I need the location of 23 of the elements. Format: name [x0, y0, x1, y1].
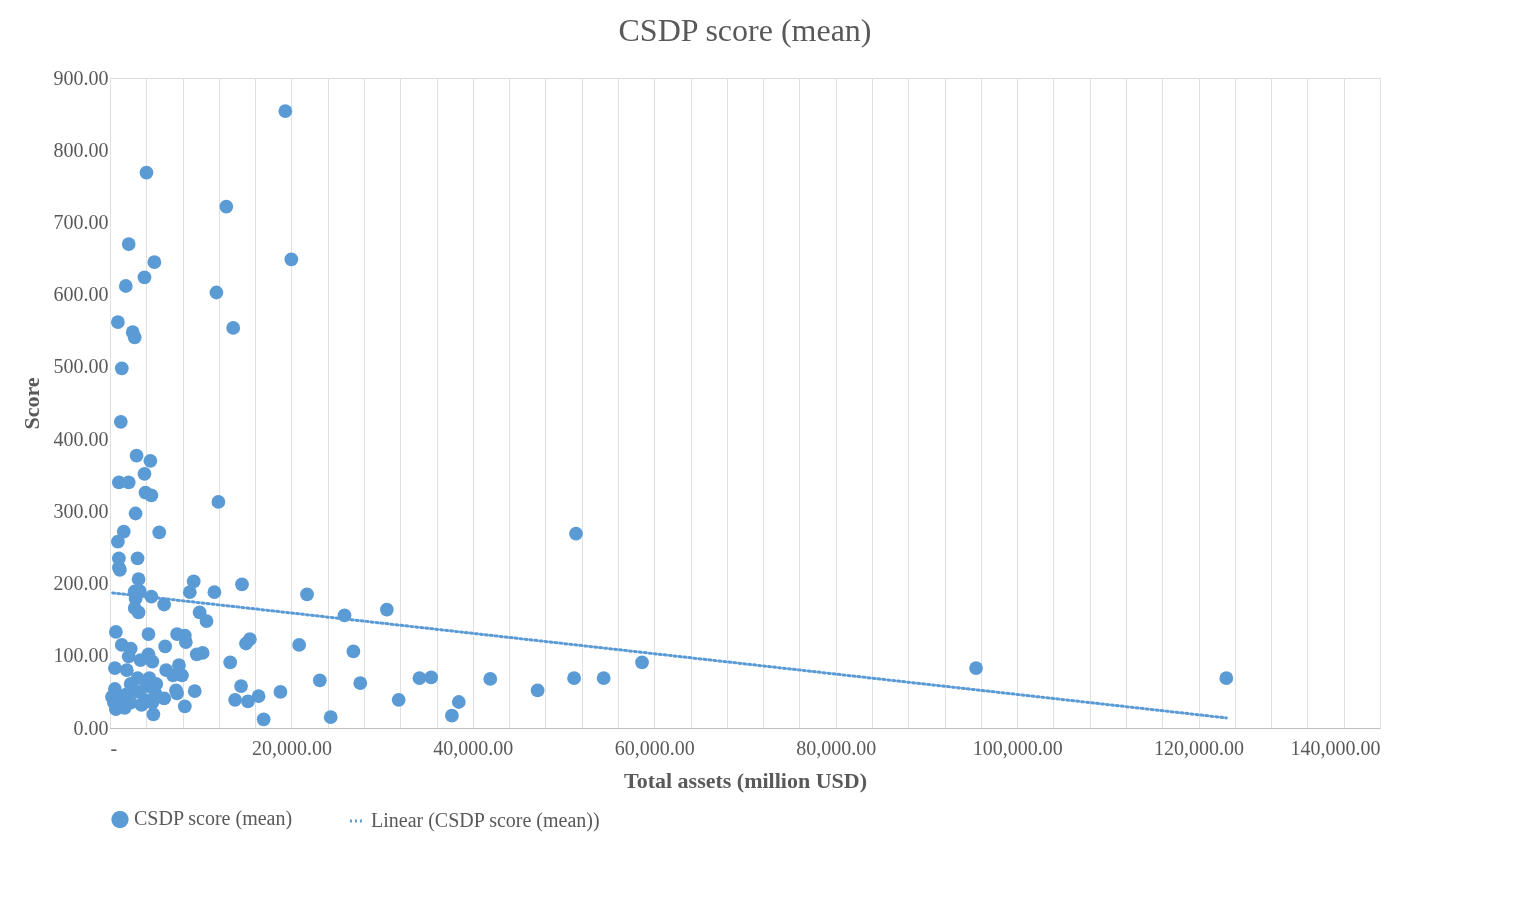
- legend-label: Linear (CSDP score (mean)): [371, 809, 600, 832]
- y-axis-title: Score: [18, 377, 44, 430]
- y-tick-label: 100.00: [53, 644, 109, 667]
- legend-label: CSDP score (mean): [134, 807, 293, 831]
- x-tick-label: 140,000.00: [1290, 736, 1381, 759]
- y-tick-label: 0.00: [73, 716, 109, 739]
- y-tick-label: 400.00: [53, 427, 109, 450]
- y-tick-label: 700.00: [53, 210, 109, 233]
- y-tick-label: 900.00: [53, 66, 109, 89]
- x-tick-label: 20,000.00: [251, 736, 332, 759]
- y-tick-label: 600.00: [53, 283, 109, 306]
- y-tick-label: 300.00: [53, 499, 109, 522]
- x-tick-label: 100,000.00: [972, 736, 1063, 759]
- x-tick-label: 120,000.00: [1154, 736, 1245, 759]
- y-tick-label: 200.00: [53, 572, 109, 595]
- x-tick-label: 60,000.00: [614, 736, 695, 759]
- x-tick-label: -: [110, 736, 118, 759]
- x-tick-label: 80,000.00: [796, 736, 877, 759]
- y-tick-label: 800.00: [53, 138, 109, 161]
- x-axis-title: Total assets (million USD): [623, 767, 868, 793]
- chart-title: CSDP score (mean): [618, 12, 872, 48]
- y-tick-label: 500.00: [53, 355, 109, 378]
- x-tick-label: 40,000.00: [433, 736, 514, 759]
